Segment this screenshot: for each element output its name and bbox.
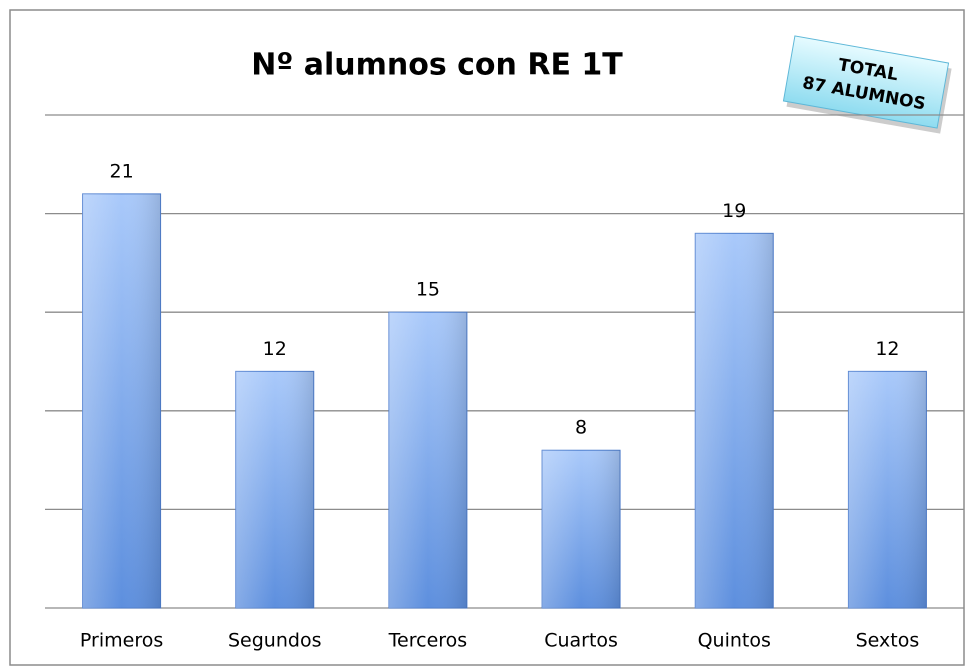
bar: [541, 449, 621, 609]
bar: [235, 370, 315, 609]
data-label: 21: [109, 160, 133, 182]
data-label: 12: [263, 338, 287, 360]
bar: [388, 311, 468, 609]
x-tick-label: Segundos: [228, 630, 321, 652]
x-tick-label: Cuartos: [544, 630, 618, 652]
bar: [847, 370, 927, 609]
chart-border: [9, 9, 965, 666]
data-label: 19: [722, 200, 746, 222]
bar: [82, 193, 162, 609]
x-tick-label: Sextos: [856, 630, 920, 652]
data-label: 15: [416, 279, 440, 301]
bar: [694, 232, 774, 609]
x-tick-label: Terceros: [388, 630, 468, 652]
data-label: 12: [875, 338, 899, 360]
total-annotation: TOTAL 87 ALUMNOS: [782, 35, 952, 134]
chart-title: Nº alumnos con RE 1T: [251, 48, 623, 83]
x-tick-label: Quintos: [698, 630, 771, 652]
x-tick-label: Primeros: [80, 630, 163, 652]
data-label: 8: [575, 417, 587, 439]
